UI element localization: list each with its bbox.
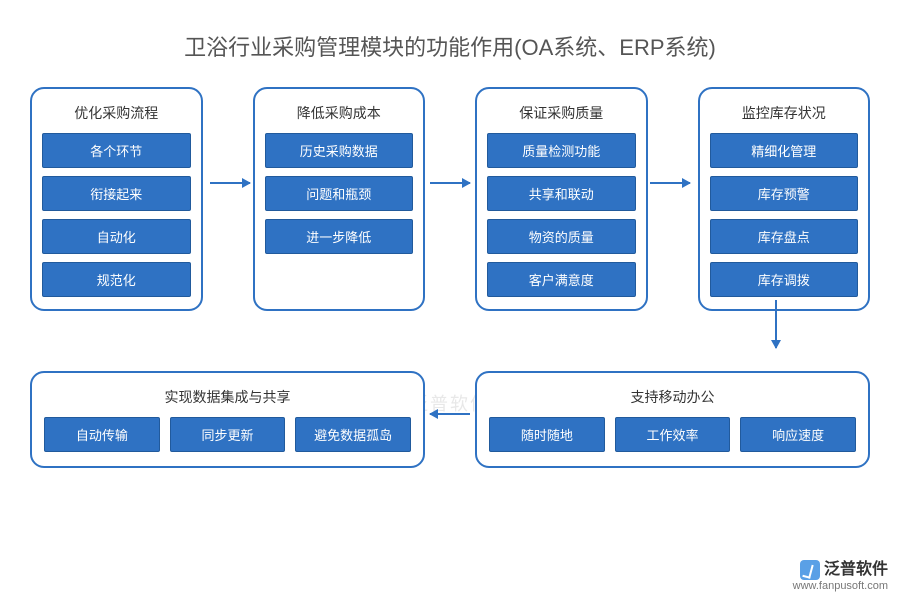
flow-item: 自动化 — [42, 219, 191, 254]
panel-title: 降低采购成本 — [265, 99, 414, 133]
flow-item: 库存预警 — [710, 176, 859, 211]
flow-item: 历史采购数据 — [265, 133, 414, 168]
panel-items: 质量检测功能 共享和联动 物资的质量 客户满意度 — [487, 133, 636, 297]
panel-ensure-quality: 保证采购质量 质量检测功能 共享和联动 物资的质量 客户满意度 — [475, 87, 648, 311]
flow-item: 各个环节 — [42, 133, 191, 168]
panel-title: 实现数据集成与共享 — [44, 383, 411, 417]
brand-name: 泛普软件 — [824, 561, 888, 578]
flow-item: 自动传输 — [44, 417, 160, 452]
flow-item: 随时随地 — [489, 417, 605, 452]
page-title: 卫浴行业采购管理模块的功能作用(OA系统、ERP系统) — [0, 0, 900, 87]
flow-item: 库存调拨 — [710, 262, 859, 297]
panel-items: 精细化管理 库存预警 库存盘点 库存调拨 — [710, 133, 859, 297]
flow-item: 避免数据孤岛 — [295, 417, 411, 452]
arrow-right-icon — [430, 182, 470, 184]
panel-title: 优化采购流程 — [42, 99, 191, 133]
flow-item: 工作效率 — [615, 417, 731, 452]
arrow-right-icon — [210, 182, 250, 184]
brand-url: www.fanpusoft.com — [793, 580, 888, 592]
panel-optimize-process: 优化采购流程 各个环节 衔接起来 自动化 规范化 — [30, 87, 203, 311]
flow-item: 精细化管理 — [710, 133, 859, 168]
panel-monitor-inventory: 监控库存状况 精细化管理 库存预警 库存盘点 库存调拨 — [698, 87, 871, 311]
panel-items: 历史采购数据 问题和瓶颈 进一步降低 — [265, 133, 414, 254]
panel-items: 随时随地 工作效率 响应速度 — [489, 417, 856, 452]
panel-items: 各个环节 衔接起来 自动化 规范化 — [42, 133, 191, 297]
flow-item: 共享和联动 — [487, 176, 636, 211]
panel-title: 支持移动办公 — [489, 383, 856, 417]
flow-item: 库存盘点 — [710, 219, 859, 254]
arrow-right-icon — [650, 182, 690, 184]
panel-reduce-cost: 降低采购成本 历史采购数据 问题和瓶颈 进一步降低 — [253, 87, 426, 311]
flow-item: 衔接起来 — [42, 176, 191, 211]
panel-data-integration: 实现数据集成与共享 自动传输 同步更新 避免数据孤岛 — [30, 371, 425, 468]
flow-item: 规范化 — [42, 262, 191, 297]
bottom-row: 实现数据集成与共享 自动传输 同步更新 避免数据孤岛 支持移动办公 随时随地 工… — [0, 371, 900, 468]
flow-item: 客户满意度 — [487, 262, 636, 297]
flow-item: 进一步降低 — [265, 219, 414, 254]
flow-item: 物资的质量 — [487, 219, 636, 254]
flow-item: 质量检测功能 — [487, 133, 636, 168]
flow-item: 响应速度 — [740, 417, 856, 452]
brand-watermark: 泛普软件 www.fanpusoft.com — [793, 560, 888, 592]
panel-title: 保证采购质量 — [487, 99, 636, 133]
panel-items: 自动传输 同步更新 避免数据孤岛 — [44, 417, 411, 452]
flow-item: 问题和瓶颈 — [265, 176, 414, 211]
panel-mobile-office: 支持移动办公 随时随地 工作效率 响应速度 — [475, 371, 870, 468]
flow-item: 同步更新 — [170, 417, 286, 452]
brand-logo-icon — [800, 560, 820, 580]
arrow-down-icon — [775, 300, 777, 348]
arrow-left-icon — [430, 413, 470, 415]
top-row: 优化采购流程 各个环节 衔接起来 自动化 规范化 降低采购成本 历史采购数据 问… — [0, 87, 900, 311]
panel-title: 监控库存状况 — [710, 99, 859, 133]
